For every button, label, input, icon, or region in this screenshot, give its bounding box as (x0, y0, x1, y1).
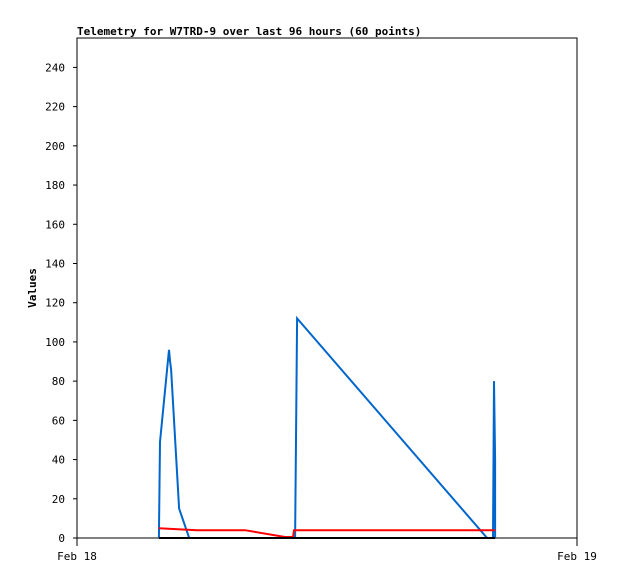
y-tick-label: 60 (52, 414, 65, 427)
y-tick-label: 120 (45, 297, 65, 310)
y-tick-label: 40 (52, 454, 65, 467)
series-line-0 (157, 315, 497, 539)
y-tick-label: 180 (45, 179, 65, 192)
y-tick-label: 220 (45, 101, 65, 114)
chart-title: Telemetry for W7TRD-9 over last 96 hours… (77, 25, 421, 38)
y-tick-label: 200 (45, 140, 65, 153)
series-line-1 (158, 527, 496, 538)
y-axis-label: Values (26, 268, 39, 308)
y-tick-label: 100 (45, 336, 65, 349)
y-tick-label: 20 (52, 493, 65, 506)
y-tick-label: 140 (45, 257, 65, 270)
plot-frame (76, 37, 578, 539)
x-tick-label: Feb 18 (57, 550, 97, 563)
y-tick-label: 0 (58, 532, 65, 545)
y-tick-label: 80 (52, 375, 65, 388)
y-tick-label: 160 (45, 218, 65, 231)
y-tick-label: 240 (45, 61, 65, 74)
x-tick-label: Feb 19 (557, 550, 597, 563)
